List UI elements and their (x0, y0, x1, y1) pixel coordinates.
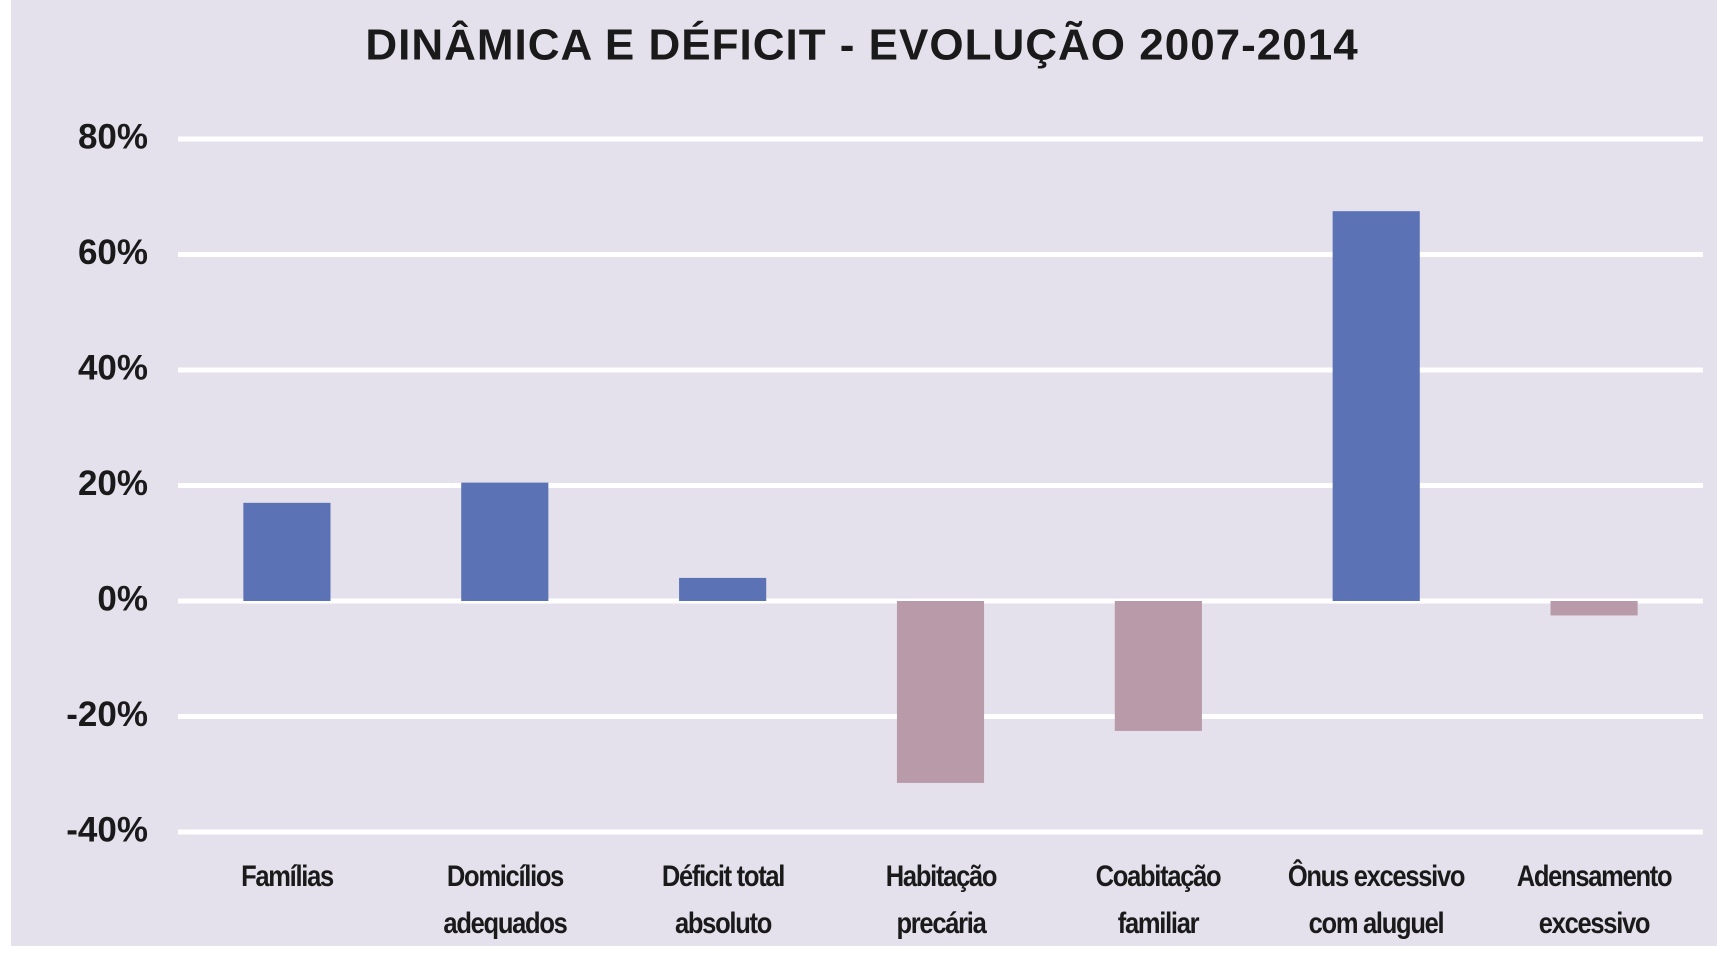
x-tick-label: Adensamento excessivo (1516, 860, 1673, 940)
y-tick-label: 40% (78, 348, 148, 387)
bar (1550, 601, 1638, 616)
bar (896, 601, 985, 783)
y-tick-label: -40% (66, 810, 148, 849)
bar (679, 577, 767, 601)
y-tick-label: 0% (97, 579, 148, 618)
y-tick-label: 60% (78, 233, 148, 272)
x-tick-label: Déficit total absoluto (661, 860, 785, 940)
y-tick-label: -20% (66, 695, 148, 734)
y-tick-label: 20% (78, 464, 148, 503)
x-tick-label: Habitação precária (885, 860, 997, 940)
x-tick-label: Coabitação familiar (1095, 860, 1222, 940)
bar (1332, 211, 1420, 601)
background (11, 0, 1717, 946)
x-tick-label: Famílias (240, 860, 334, 893)
x-tick-label: Ônus excessivo com aluguel (1288, 860, 1466, 940)
x-tick-label: Domicílios adequados (443, 860, 567, 940)
bar (243, 502, 331, 601)
y-tick-label: 80% (78, 117, 148, 156)
chart-title: DINÂMICA E DÉFICIT - EVOLUÇÃO 2007-2014 (365, 20, 1358, 70)
bar (461, 482, 549, 601)
bar (1114, 601, 1202, 731)
